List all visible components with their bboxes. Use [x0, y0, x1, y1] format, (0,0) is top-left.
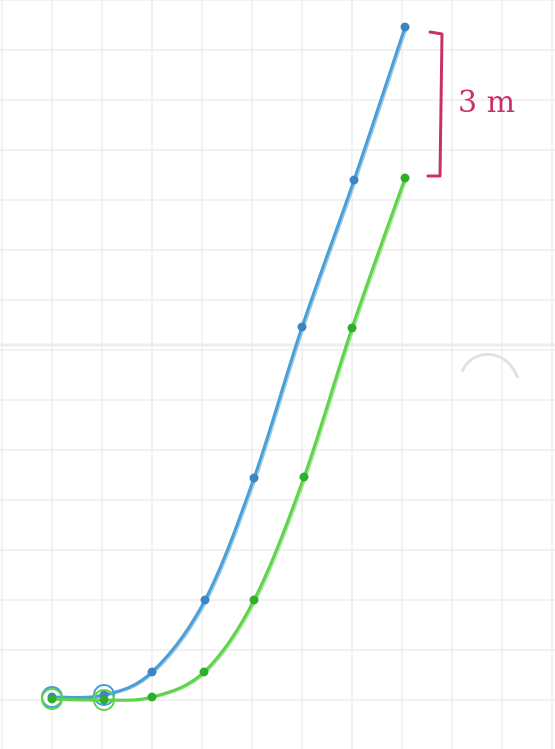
blue-curve-point — [200, 595, 210, 605]
green-curve-point — [400, 173, 410, 183]
blue-curve-point — [297, 322, 307, 332]
paper-shadow-arc — [460, 352, 520, 379]
green-curve-point — [199, 667, 209, 677]
green-curve-point — [99, 695, 109, 705]
green-curve-point — [299, 472, 309, 482]
green-curve-point — [147, 692, 157, 702]
blue-curve-point — [147, 667, 157, 677]
scale-label: 3 m — [458, 85, 515, 120]
blue-curve — [41, 22, 410, 708]
green-curve-point-ring — [93, 689, 115, 711]
blue-curve-point — [400, 22, 410, 32]
blue-curve-point-ring — [93, 684, 115, 706]
scale-bracket — [426, 30, 444, 178]
green-curve-point — [249, 595, 259, 605]
green-curve-point-ring — [41, 688, 63, 710]
green-curve-point — [47, 694, 57, 704]
green-curve-point — [347, 323, 357, 333]
green-curve-sketch-stroke — [53, 178, 408, 702]
blue-curve-point — [349, 175, 359, 185]
blue-curve-sketch-stroke — [53, 27, 408, 700]
scale-annotation: 3 m — [426, 30, 515, 178]
blue-curve-point — [249, 473, 259, 483]
green-curve — [41, 173, 410, 711]
